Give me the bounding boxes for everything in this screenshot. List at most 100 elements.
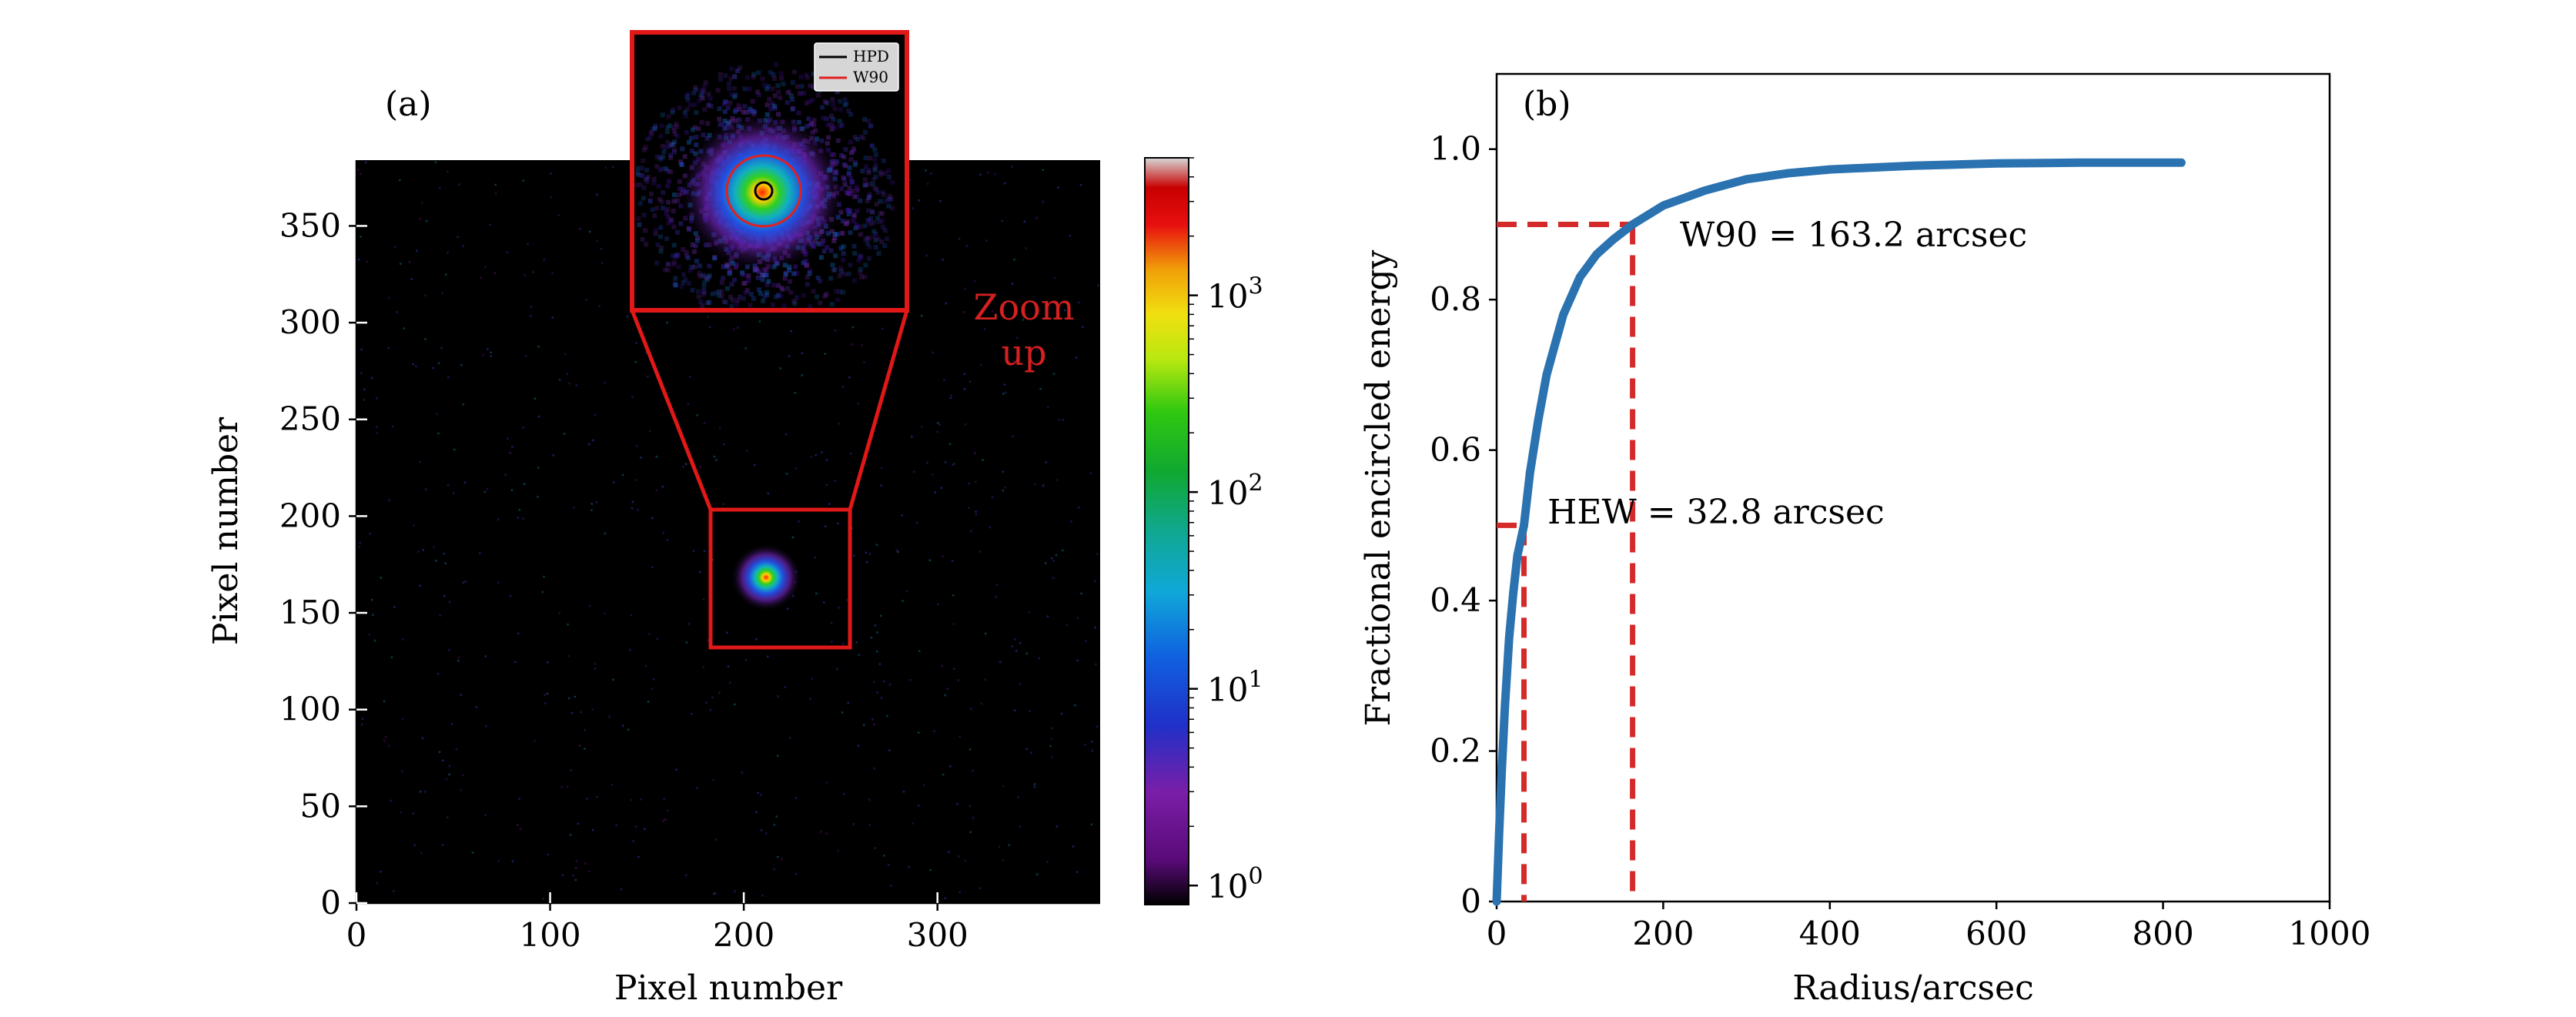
panel-a-label: (a) <box>385 85 432 124</box>
noise-pixel <box>972 816 975 819</box>
inset-noise-pixel <box>740 270 745 276</box>
noise-pixel <box>1034 483 1036 486</box>
inset-noise-pixel <box>744 75 750 80</box>
noise-pixel <box>425 219 428 222</box>
inset-noise-pixel <box>791 271 797 276</box>
inset-noise-pixel <box>756 92 761 98</box>
noise-pixel <box>928 559 932 562</box>
inset-noise-pixel <box>759 273 764 278</box>
noise-pixel <box>567 785 569 788</box>
noise-pixel <box>920 314 923 317</box>
inset-noise-pixel <box>781 303 787 309</box>
noise-pixel <box>631 500 634 503</box>
noise-pixel <box>912 822 914 825</box>
noise-pixel <box>1076 871 1079 873</box>
inset-noise-pixel <box>797 91 802 96</box>
panel-b: (b) 0 200 400 600 800 1000 0 0.2 0.4 0.6 0.8 1.0 H… <box>1359 72 2370 1008</box>
inset-noise-pixel <box>871 219 877 225</box>
noise-pixel <box>441 759 444 762</box>
inset-noise-pixel <box>865 198 870 203</box>
inset-noise-pixel <box>865 218 871 223</box>
noise-pixel <box>711 696 714 699</box>
inset-noise-pixel <box>859 274 865 279</box>
inset-noise-pixel <box>790 106 795 112</box>
noise-pixel <box>557 214 560 216</box>
noise-pixel <box>801 352 804 355</box>
noise-pixel <box>401 718 404 720</box>
noise-pixel <box>584 862 587 865</box>
noise-pixel <box>815 592 818 595</box>
inset-noise-pixel <box>845 207 850 212</box>
inset-noise-pixel <box>736 103 741 109</box>
inset-noise-pixel <box>652 213 657 219</box>
noise-pixel <box>596 240 598 243</box>
noise-pixel <box>699 465 701 468</box>
noise-pixel <box>1046 861 1049 863</box>
inset-noise-pixel <box>828 276 834 281</box>
noise-pixel <box>388 499 390 502</box>
inset-noise-pixel <box>690 242 695 247</box>
noise-pixel <box>615 824 617 827</box>
inset-noise-pixel <box>703 275 708 280</box>
noise-pixel <box>648 430 651 433</box>
inset-noise-pixel <box>728 268 733 273</box>
noise-pixel <box>383 700 386 703</box>
inset-noise-pixel <box>873 152 878 158</box>
noise-pixel <box>912 207 914 209</box>
inset-noise-pixel <box>874 202 879 207</box>
noise-pixel <box>983 328 986 330</box>
noise-pixel <box>530 306 533 308</box>
noise-pixel <box>825 781 828 784</box>
noise-pixel <box>873 681 875 684</box>
inset-noise-pixel <box>862 182 868 188</box>
inset-noise-pixel <box>744 288 750 293</box>
inset-noise-pixel <box>749 108 754 113</box>
noise-pixel <box>1019 683 1022 685</box>
noise-pixel <box>580 711 582 714</box>
inset-noise-pixel <box>672 283 677 288</box>
x-ticks: 0 100 200 300 <box>346 892 969 954</box>
noise-pixel <box>761 894 764 897</box>
inset-noise-pixel <box>693 85 698 90</box>
inset-noise-pixel <box>671 209 676 214</box>
noise-pixel <box>494 183 497 186</box>
noise-pixel <box>1096 725 1099 728</box>
inset-noise-pixel <box>766 279 771 284</box>
noise-pixel <box>509 452 511 454</box>
noise-pixel <box>766 655 769 658</box>
inset-noise-pixel <box>855 209 860 214</box>
noise-pixel <box>419 791 422 793</box>
inset-noise-pixel <box>656 183 661 189</box>
noise-pixel <box>945 302 948 305</box>
noise-pixel <box>413 844 416 847</box>
inset-noise-pixel <box>639 172 644 178</box>
noise-pixel <box>604 166 607 169</box>
inset-noise-pixel <box>862 274 868 279</box>
inset-noise-pixel <box>801 293 806 298</box>
inset-noise-pixel <box>746 273 751 279</box>
inset-noise-pixel <box>691 249 697 254</box>
inset-noise-pixel <box>718 76 724 82</box>
inset-noise-pixel <box>743 290 748 296</box>
noise-pixel <box>973 279 976 283</box>
noise-pixel <box>373 639 376 642</box>
noise-pixel <box>372 614 374 616</box>
inset-noise-pixel <box>719 289 724 294</box>
inset-noise-pixel <box>706 300 711 306</box>
noise-pixel <box>1046 406 1049 409</box>
inset-noise-pixel <box>654 206 660 211</box>
noise-pixel <box>868 553 871 555</box>
inset-noise-pixel <box>658 133 664 139</box>
inset-noise-pixel <box>857 224 862 229</box>
inset-noise-pixel <box>644 242 649 247</box>
inset-noise-pixel <box>825 122 831 128</box>
inset-noise-pixel <box>868 156 873 161</box>
inset-noise-pixel <box>835 89 840 95</box>
noise-pixel <box>601 262 604 264</box>
inset-noise-pixel <box>704 277 710 283</box>
inset-noise-pixel <box>763 273 768 278</box>
noise-pixel <box>911 435 913 438</box>
inset-noise-pixel <box>717 106 722 112</box>
noise-pixel <box>356 169 360 172</box>
inset-noise-pixel <box>808 303 813 309</box>
